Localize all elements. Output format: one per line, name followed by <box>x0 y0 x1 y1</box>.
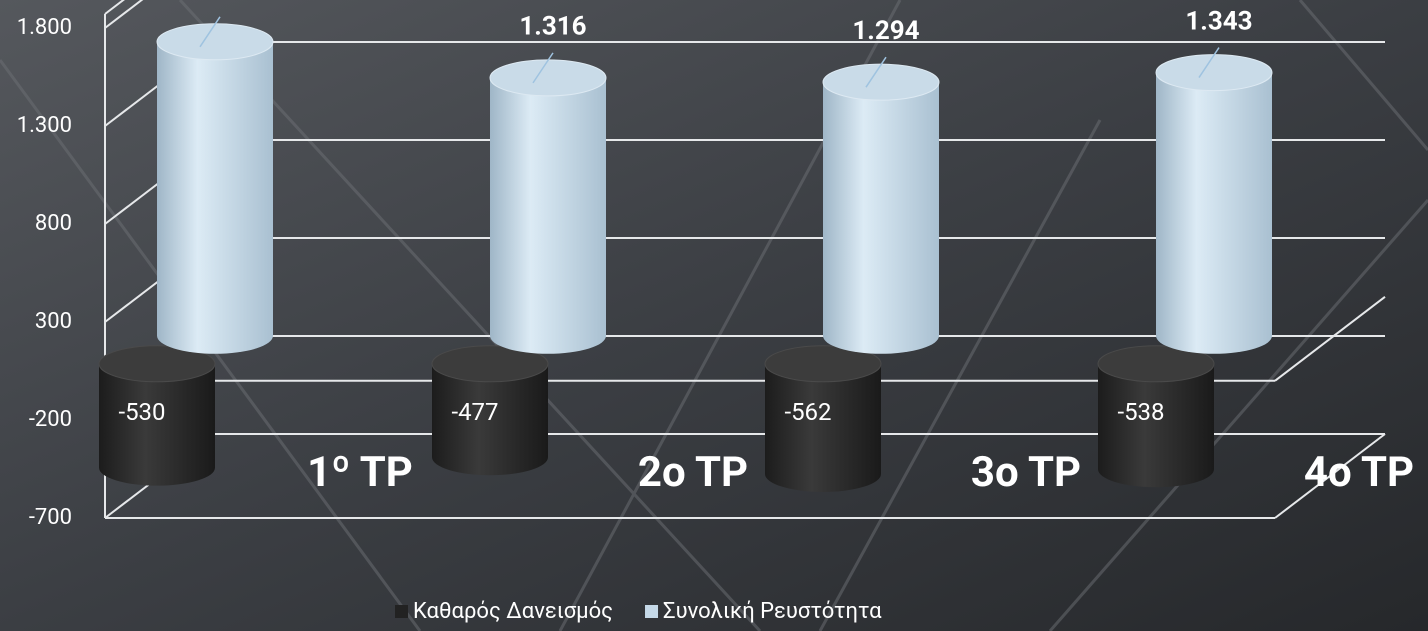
leader-line <box>532 52 554 84</box>
cylinder <box>764 345 882 492</box>
cylinder-body <box>1098 363 1214 488</box>
category-label: 1º TP <box>307 448 413 497</box>
grid-line <box>104 0 144 29</box>
cylinder-body <box>765 363 881 492</box>
cylinder-top <box>1155 54 1273 92</box>
cylinder-body <box>823 82 939 354</box>
category-label: 4o TP <box>1304 448 1414 497</box>
value-label: -530 <box>118 398 165 426</box>
plot: 1.800 1.300 800 300 -200 -700 -530 -477 -562 -538… <box>17 0 1414 624</box>
value-label: -562 <box>784 398 831 426</box>
value-label: 1.294 <box>852 16 919 46</box>
cylinder <box>431 345 549 476</box>
legend-label: Καθαρός Δανεισμός <box>413 599 613 624</box>
cylinder-body <box>99 363 215 486</box>
cylinder-body <box>490 77 606 354</box>
y-tick-label: 1.300 <box>17 113 72 138</box>
legend-label: Συνολική Ρευστότητα <box>663 599 882 624</box>
cylinder <box>489 59 607 354</box>
leader-line <box>199 16 221 48</box>
y-tick-label: 1.800 <box>17 15 72 40</box>
cylinder-top <box>764 345 882 383</box>
cylinder <box>1155 54 1273 354</box>
cylinder-top <box>822 63 940 101</box>
category-label: 2o TP <box>638 448 748 497</box>
cylinder-top <box>1097 345 1215 383</box>
leader-line <box>865 56 887 88</box>
cylinder-top <box>431 345 549 383</box>
y-tick-label: -700 <box>29 505 72 530</box>
legend-swatch <box>395 605 408 618</box>
floor-edge <box>1274 296 1386 382</box>
y-tick-label: 300 <box>35 309 72 334</box>
cylinder-top <box>156 23 274 61</box>
cylinder-body <box>157 41 273 354</box>
legend-swatch <box>645 605 659 618</box>
cylinder-top <box>489 59 607 97</box>
cylinder <box>98 345 216 486</box>
cylinder <box>156 23 274 354</box>
value-label: 1.316 <box>519 12 586 42</box>
y-tick-label: 800 <box>35 211 72 236</box>
category-label: 3o TP <box>971 448 1081 497</box>
cylinder-top <box>98 345 216 383</box>
value-label: 1.343 <box>1185 6 1252 36</box>
cylinder <box>1097 345 1215 488</box>
cylinder-body <box>432 363 548 476</box>
leader-line <box>1198 47 1220 78</box>
value-label: -538 <box>1117 398 1164 426</box>
value-label: 1.500 <box>186 0 253 6</box>
floor-edge <box>1274 433 1386 519</box>
cylinder <box>822 63 940 354</box>
cylinder-body <box>1156 72 1272 354</box>
y-tick-label: -200 <box>29 407 72 432</box>
value-label: -477 <box>451 398 498 426</box>
